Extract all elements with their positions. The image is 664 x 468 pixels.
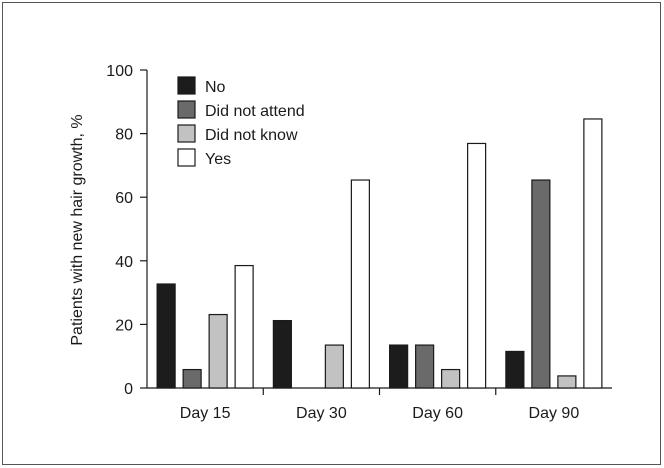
bar-did-not-attend-day-90 <box>531 179 551 389</box>
legend-swatch <box>177 76 196 95</box>
bar-yes-day-30 <box>350 179 370 389</box>
y-axis: 0 20 40 60 80 100 <box>106 63 148 398</box>
y-tick-label: 40 <box>115 254 133 271</box>
x-tick-label: Day 30 <box>296 405 347 422</box>
x-tick-label: Day 90 <box>529 405 580 422</box>
bar-no-day-60 <box>389 344 409 389</box>
bar-did-not-know-day-15 <box>208 313 228 389</box>
x-axis: Day 15 Day 30 Day 60 Day 90 <box>147 387 612 422</box>
legend-swatch <box>177 100 196 119</box>
y-tick-label: 80 <box>115 127 133 144</box>
bar-did-not-know-day-90 <box>557 375 577 389</box>
y-tick-label: 100 <box>106 63 133 80</box>
bars <box>156 118 603 389</box>
bar-no-day-15 <box>156 283 176 389</box>
legend: No Did not attend Did not know Yes <box>177 76 305 168</box>
legend-label: Did not know <box>205 127 298 144</box>
legend-swatch <box>177 124 196 143</box>
bar-did-not-attend-day-60 <box>415 344 435 389</box>
bar-yes-day-90 <box>583 118 603 389</box>
legend-label: No <box>205 79 226 96</box>
x-tick-label: Day 15 <box>180 405 231 422</box>
bar-did-not-attend-day-15 <box>182 368 202 389</box>
bar-no-day-30 <box>272 319 292 389</box>
bar-did-not-know-day-60 <box>441 368 461 389</box>
bar-no-day-90 <box>505 350 525 389</box>
x-tick-label: Day 60 <box>412 405 463 422</box>
y-tick-label: 20 <box>115 317 133 334</box>
y-axis-title: Patients with new hair growth, % <box>69 114 86 345</box>
y-tick-label: 60 <box>115 190 133 207</box>
bar-did-not-know-day-30 <box>324 344 344 389</box>
y-tick-label: 0 <box>124 381 133 398</box>
bar-yes-day-60 <box>467 142 487 389</box>
legend-label: Yes <box>205 151 231 168</box>
legend-label: Did not attend <box>205 103 305 120</box>
legend-swatch <box>177 148 196 167</box>
bar-yes-day-15 <box>234 264 254 389</box>
